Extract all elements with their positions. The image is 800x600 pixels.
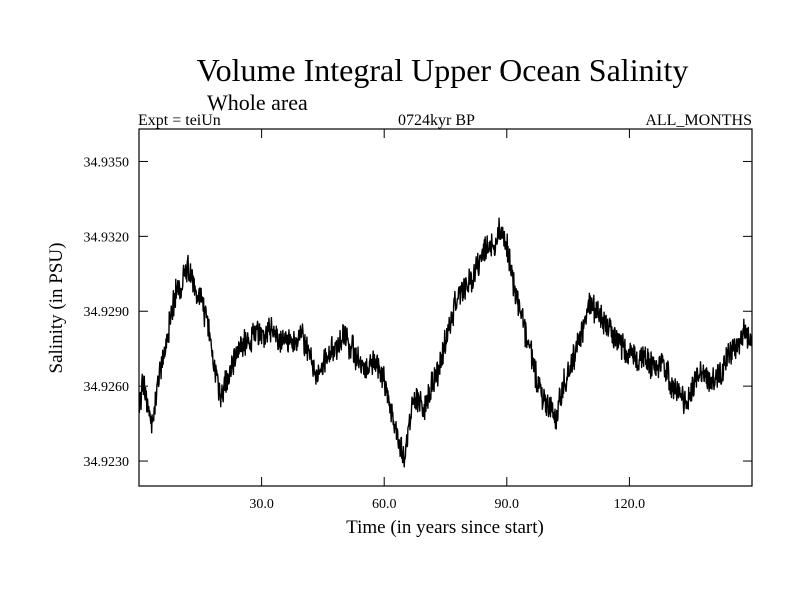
period-label: 0724kyr BP [398, 112, 475, 129]
y-tick-label-4: 34.9350 [84, 155, 130, 170]
x-tick-label-2: 90.0 [495, 497, 520, 512]
y-tick-label-0: 34.9230 [84, 455, 130, 470]
plot-frame [138, 128, 753, 487]
y-tick-label-2: 34.9290 [84, 305, 130, 320]
x-axis-label: Time (in years since start) [346, 517, 544, 538]
series-line-0 [138, 217, 753, 468]
months-label: ALL_MONTHS [645, 112, 752, 129]
chart-title: Volume Integral Upper Ocean Salinity [196, 52, 689, 88]
y-tick-label-1: 34.9260 [84, 380, 130, 395]
y-tick-label-3: 34.9320 [84, 230, 130, 245]
axis-ticks: 30.0 60.0 90.0 120.0 34.9230 34.9260 34.9290 34… [84, 129, 752, 512]
series-group [138, 217, 753, 468]
x-tick-label-1: 60.0 [372, 497, 397, 512]
experiment-label: Expt = teiUn [138, 112, 221, 129]
x-tick-label-0: 30.0 [249, 497, 274, 512]
y-axis-label: Salinity (in PSU) [46, 243, 67, 374]
x-tick-label-3: 120.0 [614, 497, 646, 512]
chart-subtitle: Whole area [207, 90, 308, 115]
